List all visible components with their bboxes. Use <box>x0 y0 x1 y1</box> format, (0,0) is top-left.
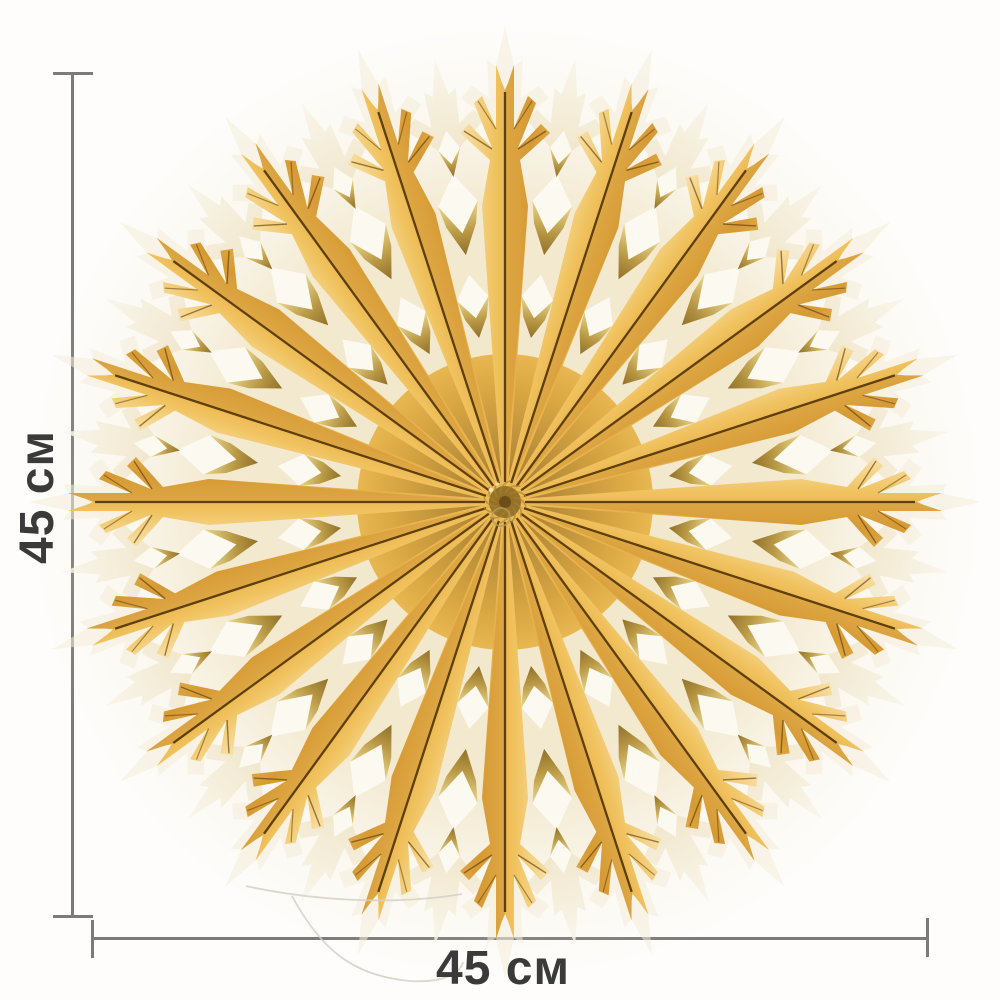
width-dimension-label: 45 см <box>436 942 570 995</box>
vertical-dimension-cap-top <box>53 72 93 75</box>
height-dimension-label: 45 см <box>11 430 64 564</box>
vertical-dimension-cap-bottom <box>53 915 93 918</box>
center-wire-ring <box>491 507 511 527</box>
horizontal-dimension-cap-left <box>91 920 94 958</box>
gold-spokes <box>68 65 942 939</box>
hanging-thread <box>245 885 464 983</box>
horizontal-dimension-cap-right <box>926 918 929 957</box>
center-swirl <box>483 480 527 527</box>
cutout-rings <box>133 130 877 874</box>
